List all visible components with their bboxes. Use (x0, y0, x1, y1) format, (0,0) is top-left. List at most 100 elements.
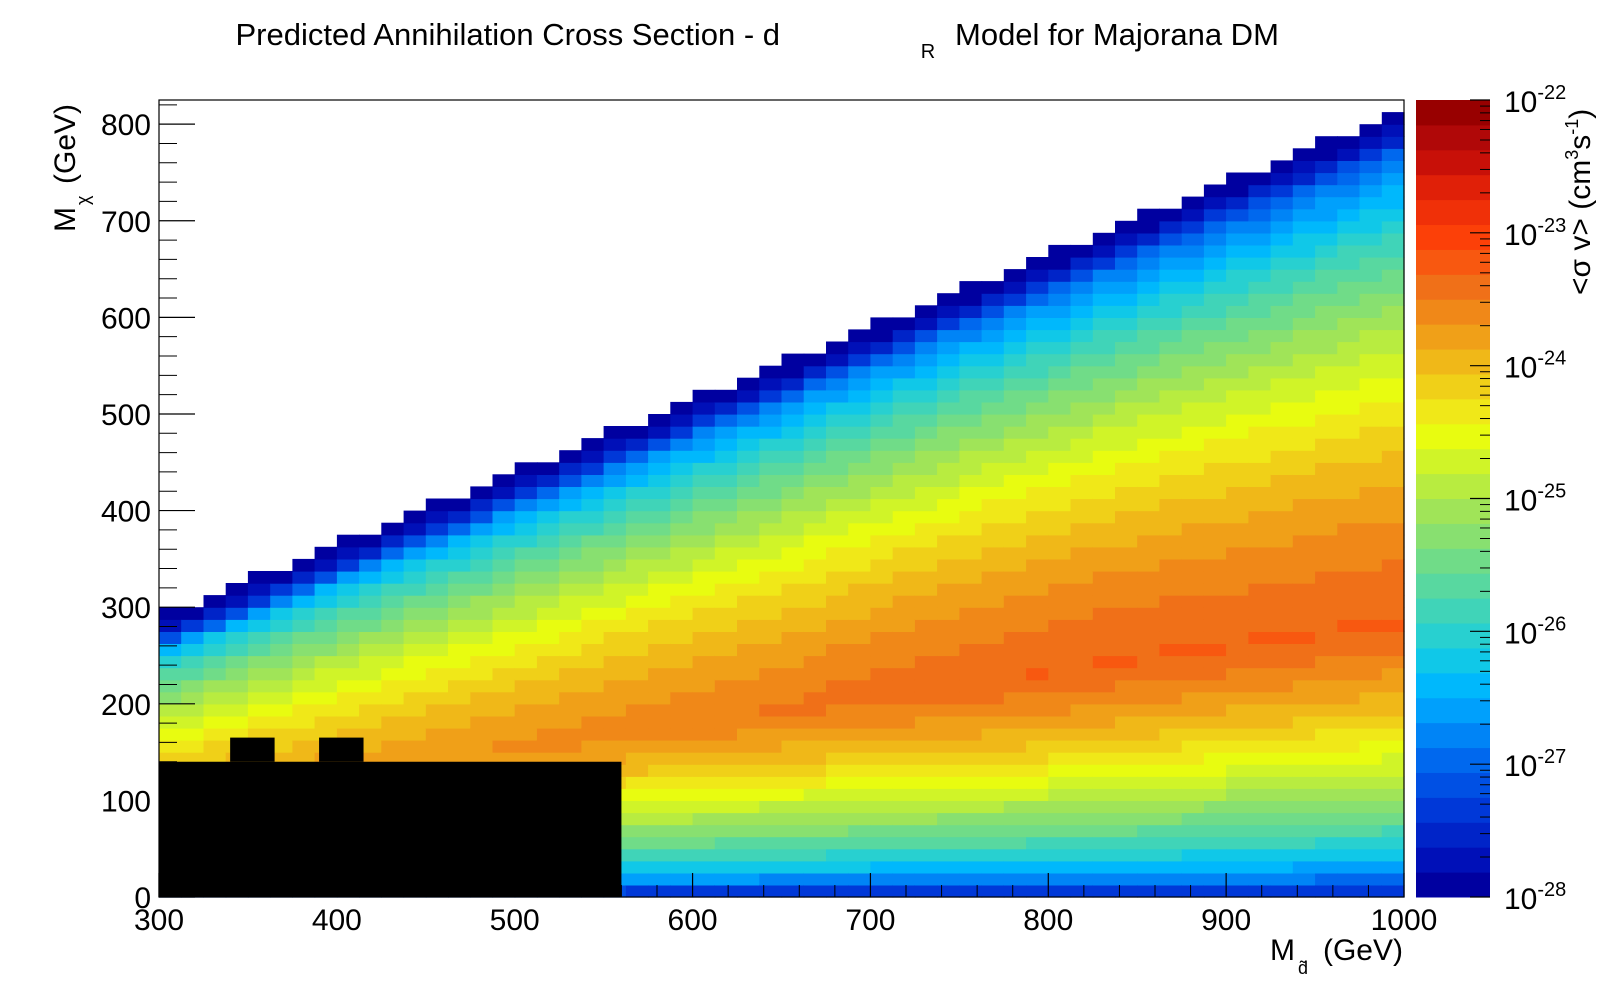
heatmap-cell (1381, 438, 1405, 451)
heatmap-cell (603, 571, 627, 584)
heatmap-cell (1137, 244, 1160, 258)
heatmap-cell (1026, 764, 1049, 777)
heatmap-cell (1137, 534, 1160, 548)
heatmap-cell (1070, 377, 1094, 391)
y-tick-label: 700 (101, 206, 151, 239)
heatmap-cell (270, 752, 293, 765)
heatmap-cell (448, 752, 471, 765)
heatmap-cell (581, 474, 605, 487)
heatmap-cell (1048, 872, 1072, 886)
y-axis-label: M χ (GeV) (49, 104, 93, 232)
heatmap-cell (1159, 824, 1183, 838)
heatmap-cell (670, 486, 694, 500)
heatmap-cell (1248, 558, 1272, 572)
heatmap-cell (1337, 884, 1361, 898)
heatmap-cell (981, 534, 1005, 548)
heatmap-cell (803, 595, 827, 608)
heatmap-cell (1070, 317, 1094, 331)
heatmap-cell (1070, 257, 1094, 270)
heatmap-cell (648, 510, 671, 524)
heatmap-cell (1048, 812, 1072, 826)
heatmap-cell (737, 764, 760, 777)
heatmap-cell (1137, 426, 1160, 439)
heatmap-cell (514, 703, 538, 717)
colorbar-swatch (1416, 423, 1490, 450)
heatmap-cell (270, 691, 293, 705)
heatmap-cell (848, 353, 871, 367)
heatmap-cell (514, 571, 538, 584)
heatmap-cell (1270, 305, 1294, 318)
heatmap-cell (759, 498, 783, 512)
heatmap-cell (692, 414, 716, 427)
heatmap-cell (381, 740, 405, 753)
heatmap-cell (937, 438, 960, 451)
heatmap-cell (559, 643, 582, 657)
heatmap-cell (559, 631, 582, 644)
heatmap-cell (959, 353, 983, 367)
heatmap-cell (1181, 655, 1205, 669)
heatmap-cell (781, 631, 805, 644)
heatmap-cell (292, 727, 316, 741)
z-tick-label: 10-26 (1504, 613, 1566, 650)
heatmap-cell (959, 764, 983, 777)
heatmap-cell (403, 703, 427, 717)
heatmap-cell (1159, 884, 1183, 898)
heatmap-cell (692, 740, 716, 753)
heatmap-cell (1248, 848, 1272, 862)
heatmap-cell (1070, 872, 1094, 886)
heatmap-cell (781, 703, 805, 717)
heatmap-cell (1292, 474, 1316, 487)
heatmap-cell (914, 703, 938, 717)
heatmap-cell (1026, 727, 1049, 741)
heatmap-cell (1381, 558, 1405, 572)
heatmap-cell (892, 848, 916, 862)
heatmap-cell (1137, 474, 1160, 487)
heatmap-cell (1337, 619, 1361, 632)
heatmap-cell (514, 607, 538, 620)
heatmap-cell (1203, 679, 1227, 693)
heatmap-cell (1092, 522, 1116, 536)
heatmap-cell (359, 691, 382, 705)
heatmap-cell (848, 836, 871, 850)
heatmap-cell (1137, 836, 1160, 850)
heatmap-cell (1381, 703, 1405, 717)
heatmap-cell (1048, 788, 1072, 801)
heatmap-cell (781, 679, 805, 693)
heatmap-cell (1248, 474, 1272, 487)
heatmap-cell (870, 510, 894, 524)
heatmap-cell (848, 498, 871, 512)
heatmap-cell (648, 860, 671, 874)
heatmap-cell (959, 679, 983, 693)
heatmap-cell (759, 836, 783, 850)
heatmap-cell (981, 679, 1005, 693)
heatmap-cell (870, 872, 894, 886)
heatmap-cell (959, 703, 983, 717)
heatmap-cell (1070, 426, 1094, 439)
heatmap-cell (759, 546, 783, 560)
heatmap-cell (648, 679, 671, 693)
heatmap-cell (1248, 727, 1272, 741)
heatmap-cell (648, 703, 671, 717)
heatmap-cell (492, 691, 516, 705)
heatmap-cell (1092, 715, 1116, 729)
heatmap-cell (648, 631, 671, 644)
heatmap-cell (1159, 800, 1183, 814)
heatmap-cell (314, 546, 338, 560)
heatmap-cell (1292, 752, 1316, 765)
heatmap-cell (1070, 607, 1094, 620)
heatmap-cell (492, 643, 516, 657)
heatmap-cell (1315, 727, 1338, 741)
heatmap-cell (1381, 534, 1405, 548)
heatmap-cell (247, 667, 271, 681)
heatmap-cell (870, 824, 894, 838)
heatmap-cell (959, 571, 983, 584)
heatmap-cell (1181, 353, 1205, 367)
heatmap-cell (1003, 800, 1027, 814)
heatmap-cell (581, 486, 605, 500)
heatmap-cell (1359, 691, 1383, 705)
heatmap-cell (559, 486, 582, 500)
heatmap-cell (1115, 619, 1138, 632)
heatmap-cell (848, 329, 871, 343)
heatmap-cell (1226, 522, 1249, 536)
heatmap-cell (714, 872, 738, 886)
